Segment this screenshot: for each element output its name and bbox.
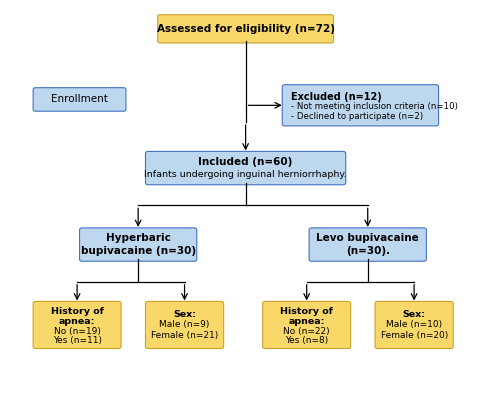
- Text: Enrollment: Enrollment: [51, 94, 108, 104]
- Text: Female (n=20): Female (n=20): [380, 331, 448, 340]
- FancyBboxPatch shape: [80, 228, 197, 261]
- Text: Female (n=21): Female (n=21): [151, 331, 218, 340]
- Text: Sex:: Sex:: [173, 310, 196, 319]
- FancyBboxPatch shape: [375, 301, 453, 348]
- Text: apnea:: apnea:: [59, 316, 96, 325]
- Text: apnea:: apnea:: [288, 316, 325, 325]
- Text: (n=30).: (n=30).: [346, 246, 390, 256]
- FancyBboxPatch shape: [33, 301, 121, 348]
- Text: History of: History of: [50, 307, 104, 316]
- FancyBboxPatch shape: [33, 88, 126, 111]
- Text: Yes (n=11): Yes (n=11): [52, 336, 102, 345]
- Text: - Not meeting inclusion criteria (n=10): - Not meeting inclusion criteria (n=10): [290, 102, 458, 111]
- Text: No (n=22): No (n=22): [284, 327, 330, 336]
- FancyBboxPatch shape: [262, 301, 350, 348]
- FancyBboxPatch shape: [309, 228, 426, 261]
- FancyBboxPatch shape: [282, 85, 438, 126]
- FancyBboxPatch shape: [158, 15, 334, 43]
- Text: Excluded (n=12): Excluded (n=12): [290, 92, 382, 102]
- Text: Levo bupivacaine: Levo bupivacaine: [316, 233, 419, 243]
- FancyBboxPatch shape: [146, 301, 224, 348]
- Text: No (n=19): No (n=19): [54, 327, 100, 336]
- Text: Yes (n=8): Yes (n=8): [285, 336, 329, 345]
- Text: Assessed for eligibility (n=72): Assessed for eligibility (n=72): [156, 24, 334, 34]
- Text: Sex:: Sex:: [402, 310, 425, 319]
- Text: bupivacaine (n=30): bupivacaine (n=30): [80, 246, 196, 256]
- Text: Included (n=60): Included (n=60): [198, 157, 293, 167]
- Text: Hyperbaric: Hyperbaric: [106, 233, 170, 243]
- Text: - Declined to participate (n=2): - Declined to participate (n=2): [290, 112, 422, 121]
- Text: Infants undergoing inguinal herniorrhaphy.: Infants undergoing inguinal herniorrhaph…: [144, 170, 347, 179]
- Text: Male (n=9): Male (n=9): [160, 320, 210, 329]
- Text: History of: History of: [280, 307, 333, 316]
- FancyBboxPatch shape: [146, 151, 346, 185]
- Text: Male (n=10): Male (n=10): [386, 320, 442, 329]
